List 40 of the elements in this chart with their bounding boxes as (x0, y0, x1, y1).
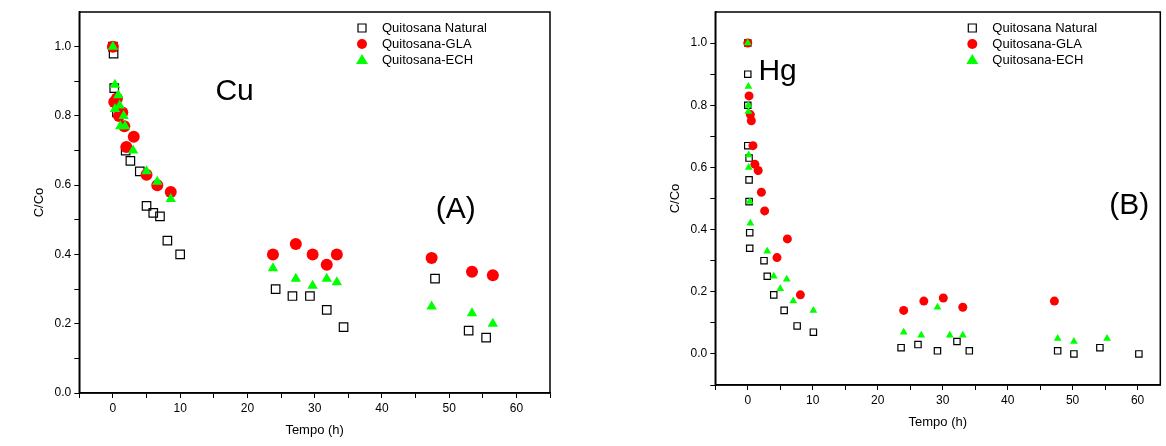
x-axis-title: Tempo (h) (285, 421, 344, 437)
legend-label: Quitosana-ECH (992, 51, 1084, 67)
y-axis-title: C/Co (31, 187, 47, 218)
x-tick-label: 10 (806, 392, 820, 407)
x-tick-label: 50 (1065, 392, 1080, 407)
x-tick-label: 20 (871, 392, 885, 407)
x-tick-label: 0 (744, 392, 752, 407)
y-tick-label: 0.0 (690, 346, 708, 361)
x-tick-label: 60 (1130, 392, 1145, 407)
x-tick-label: 50 (442, 400, 457, 415)
annotation: Cu (215, 73, 254, 107)
y-tick-label: 0.2 (54, 316, 72, 331)
x-tick-label: 20 (240, 400, 255, 415)
annotation: (B) (1109, 187, 1150, 221)
y-axis-title: C/Co (667, 183, 683, 214)
legend-label: Quitosana Natural (992, 19, 1098, 35)
legend-label: Quitosana-GLA (382, 35, 472, 51)
x-tick-label: 10 (173, 400, 188, 415)
legend-label: Quitosana-ECH (382, 51, 474, 67)
annotation: Hg (758, 52, 797, 86)
legend-label: Quitosana Natural (382, 19, 487, 35)
y-tick-label: 0.8 (54, 108, 72, 123)
y-tick-label: 0.6 (54, 177, 72, 192)
x-tick-label: 60 (509, 400, 524, 415)
annotation: (A) (435, 191, 476, 225)
y-tick-label: 0.6 (690, 159, 708, 174)
x-tick-label: 30 (307, 400, 322, 415)
y-tick-label: 0.0 (54, 385, 72, 400)
y-tick-label: 1.0 (54, 38, 72, 53)
y-tick-label: 1.0 (690, 35, 708, 50)
x-tick-label: 40 (1000, 392, 1015, 407)
x-tick-label: 30 (935, 392, 950, 407)
y-tick-label: 0.4 (54, 246, 72, 261)
x-axis-title: Tempo (h) (908, 413, 968, 429)
legend-label: Quitosana-GLA (992, 35, 1083, 51)
x-tick-label: 40 (375, 400, 389, 415)
y-tick-label: 0.4 (690, 221, 708, 236)
y-tick-label: 0.8 (690, 97, 708, 112)
y-tick-label: 0.2 (690, 284, 708, 299)
x-tick-label: 0 (109, 400, 117, 415)
